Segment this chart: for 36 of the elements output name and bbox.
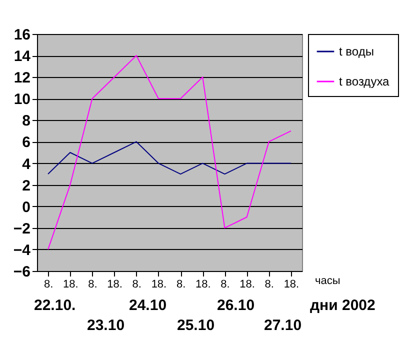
- x-tick-label: 8.: [264, 278, 274, 290]
- x-tick-label: 18.: [284, 278, 300, 290]
- y-tick-label: 16: [14, 26, 30, 44]
- text: 26.10: [217, 297, 255, 314]
- x-tick-label: 8.: [88, 278, 98, 290]
- text: 25.10: [177, 317, 215, 334]
- x-tick-label: 18.: [62, 278, 78, 290]
- x-tick-label: 8.: [220, 278, 230, 290]
- x-tick-label: 8.: [176, 278, 186, 290]
- line-series: [48, 55, 292, 250]
- x-tick-label: 8.: [132, 278, 142, 290]
- x-tick-label: 18.: [240, 278, 255, 290]
- line-series: [48, 141, 292, 175]
- y-tick-label: 4: [22, 156, 32, 173]
- y-tick-label: 12: [14, 70, 30, 87]
- text: 27.10: [264, 317, 302, 334]
- text: 22.10.: [34, 297, 76, 314]
- y-tick-label: 8: [22, 112, 30, 130]
- x-tick-label: 8.: [44, 278, 54, 290]
- y-tick-label: −6: [13, 264, 30, 280]
- x-tick-label: 18.: [195, 278, 211, 290]
- y-tick-label: −2: [13, 220, 30, 238]
- legend-label: t воздуха: [339, 74, 390, 88]
- legend-label: t воды: [339, 44, 374, 58]
- text: дни 2002: [310, 297, 376, 314]
- y-tick-label: 14: [14, 48, 32, 66]
- y-tick-label: 2: [22, 177, 30, 194]
- x-tick-label: 18.: [151, 278, 167, 290]
- text: 24.10: [129, 297, 167, 314]
- y-tick-label: 6: [22, 134, 30, 152]
- y-tick-label: −4: [13, 242, 32, 259]
- x-tick-label: 18.: [107, 278, 122, 290]
- y-tick-label: 0: [22, 198, 30, 216]
- text: часы: [315, 275, 340, 287]
- y-tick-label: 10: [14, 91, 30, 108]
- text: 23.10: [87, 317, 125, 334]
